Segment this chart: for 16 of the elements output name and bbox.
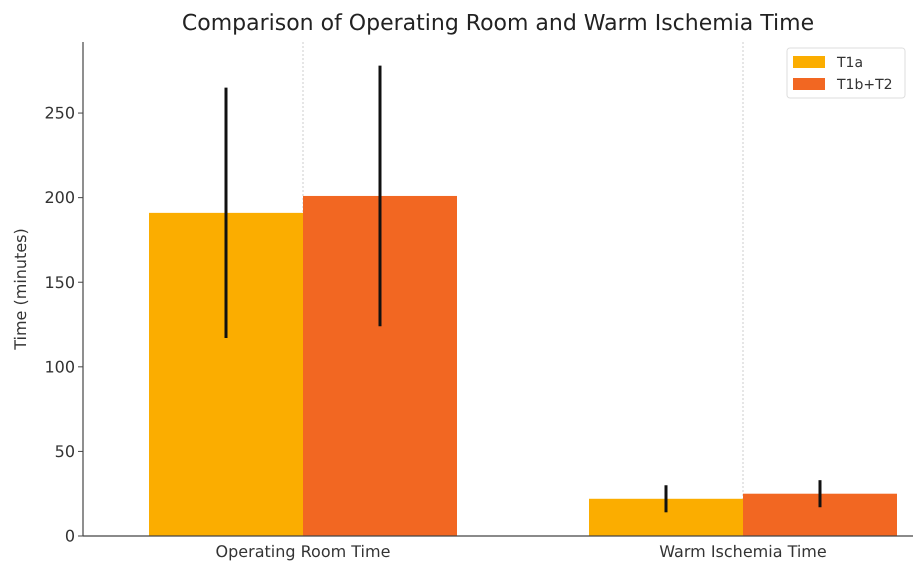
bar	[149, 212, 303, 536]
y-tick-label: 200	[44, 188, 75, 208]
y-axis-title: Time (minutes)	[11, 228, 30, 351]
legend-label: T1b+T2	[836, 76, 893, 93]
x-tick-label: Warm Ischemia Time	[659, 542, 827, 561]
legend-label: T1a	[836, 54, 864, 71]
y-tick-label: 100	[44, 357, 75, 376]
y-tick-label: 150	[44, 272, 75, 292]
bar	[303, 196, 457, 536]
y-tick-label: 50	[54, 442, 75, 462]
x-tick-label: Operating Room Time	[216, 542, 390, 561]
bar	[743, 494, 897, 536]
bar	[589, 498, 743, 536]
chart-title: Comparison of Operating Room and Warm Ischemia Time	[182, 11, 814, 36]
y-tick-label: 250	[44, 104, 75, 123]
y-tick-label: 0	[64, 526, 75, 546]
